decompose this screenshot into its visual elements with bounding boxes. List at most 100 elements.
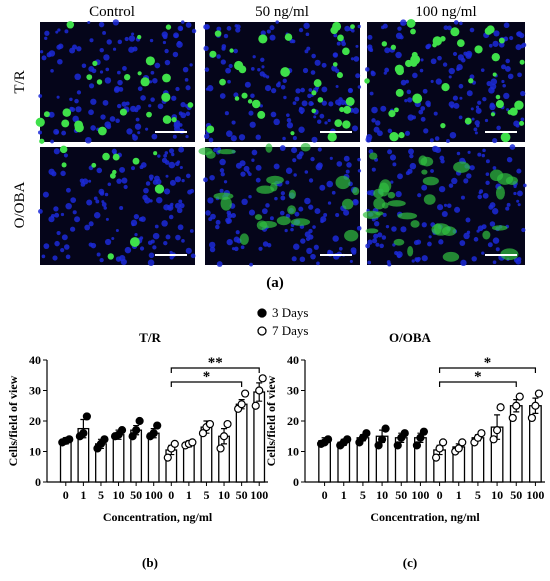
nucleus xyxy=(269,25,275,31)
nucleus xyxy=(227,213,233,219)
cell xyxy=(464,117,472,125)
nucleus xyxy=(70,226,76,232)
nucleus xyxy=(228,63,233,69)
nucleus xyxy=(304,197,311,205)
nucleus xyxy=(111,237,115,241)
nucleus xyxy=(148,252,155,259)
data-point xyxy=(82,412,91,421)
nucleus xyxy=(383,71,387,75)
nucleus xyxy=(280,84,286,90)
x-tick-label: 10 xyxy=(218,488,230,502)
nucleus xyxy=(185,111,191,117)
x-axis-label: Concentration, ng/ml xyxy=(370,510,480,524)
nucleus xyxy=(343,155,350,162)
nucleus xyxy=(172,51,179,58)
nucleus xyxy=(66,187,71,193)
nucleus xyxy=(341,41,347,47)
nucleus xyxy=(168,161,176,169)
nucleus xyxy=(219,168,225,173)
nucleus xyxy=(450,105,454,109)
nucleus xyxy=(241,198,248,206)
data-point xyxy=(531,401,540,410)
cell xyxy=(284,33,293,41)
nucleus xyxy=(442,62,448,67)
nucleus xyxy=(517,257,522,262)
cell xyxy=(406,18,416,28)
data-point xyxy=(128,432,137,441)
nucleus xyxy=(154,224,159,229)
x-tick-label: 5 xyxy=(98,488,104,502)
cell xyxy=(468,78,474,84)
x-tick-label: 50 xyxy=(236,488,248,502)
nucleus xyxy=(271,87,277,94)
nucleus xyxy=(118,86,124,92)
nucleus xyxy=(391,226,397,232)
nucleus xyxy=(63,244,70,250)
nucleus xyxy=(335,99,341,106)
nucleus xyxy=(369,91,374,96)
nucleus xyxy=(161,31,168,38)
cell xyxy=(287,205,296,215)
nucleus xyxy=(311,53,316,59)
nucleus xyxy=(134,232,138,237)
data-point xyxy=(170,439,179,448)
data-point xyxy=(223,419,232,429)
nucleus xyxy=(44,36,48,40)
nucleus xyxy=(145,127,149,131)
cell xyxy=(257,110,266,119)
cell xyxy=(482,230,491,240)
nucleus xyxy=(460,259,467,267)
nucleus xyxy=(123,184,128,190)
nucleus xyxy=(294,96,300,102)
y-tick-label: 10 xyxy=(287,445,299,459)
nucleus xyxy=(209,174,215,181)
significance-label: * xyxy=(203,369,211,385)
cell xyxy=(300,143,311,152)
nucleus xyxy=(90,125,96,131)
data-point xyxy=(198,429,208,438)
cell xyxy=(388,110,396,118)
nucleus xyxy=(164,151,169,155)
data-point xyxy=(323,435,333,444)
nucleus xyxy=(480,68,485,72)
y-tick-label: 20 xyxy=(29,414,41,428)
nucleus xyxy=(428,235,432,239)
cell xyxy=(407,245,414,257)
nucleus xyxy=(122,66,127,71)
cell xyxy=(217,149,236,155)
nucleus xyxy=(248,209,256,216)
nucleus xyxy=(54,240,60,247)
nucleus xyxy=(175,234,181,241)
nucleus xyxy=(139,236,144,240)
y-tick-label: 30 xyxy=(287,384,299,398)
nucleus xyxy=(478,191,482,195)
nucleus xyxy=(395,32,403,40)
nucleus xyxy=(177,25,184,32)
nucleus xyxy=(466,173,472,179)
nucleus xyxy=(447,203,452,209)
nucleus xyxy=(134,123,142,130)
nucleus xyxy=(226,130,233,137)
cell xyxy=(381,202,389,209)
data-point xyxy=(527,413,537,423)
nucleus xyxy=(133,213,140,220)
cell xyxy=(258,34,268,44)
nucleus xyxy=(189,229,194,233)
nucleus xyxy=(152,232,160,240)
nucleus xyxy=(178,199,183,204)
nucleus xyxy=(434,136,440,141)
nucleus xyxy=(321,86,328,93)
nucleus xyxy=(338,246,343,251)
data-point xyxy=(163,453,172,462)
nucleus xyxy=(411,259,415,263)
nucleus xyxy=(48,50,56,57)
nucleus xyxy=(72,210,77,215)
chart-title: O/OBA xyxy=(389,330,432,345)
nucleus xyxy=(415,257,420,263)
nucleus xyxy=(463,178,469,184)
nucleus xyxy=(219,93,226,99)
nucleus xyxy=(501,64,507,70)
x-tick-label: 10 xyxy=(113,488,125,502)
significance-label: * xyxy=(474,369,482,385)
nucleus xyxy=(314,208,321,215)
